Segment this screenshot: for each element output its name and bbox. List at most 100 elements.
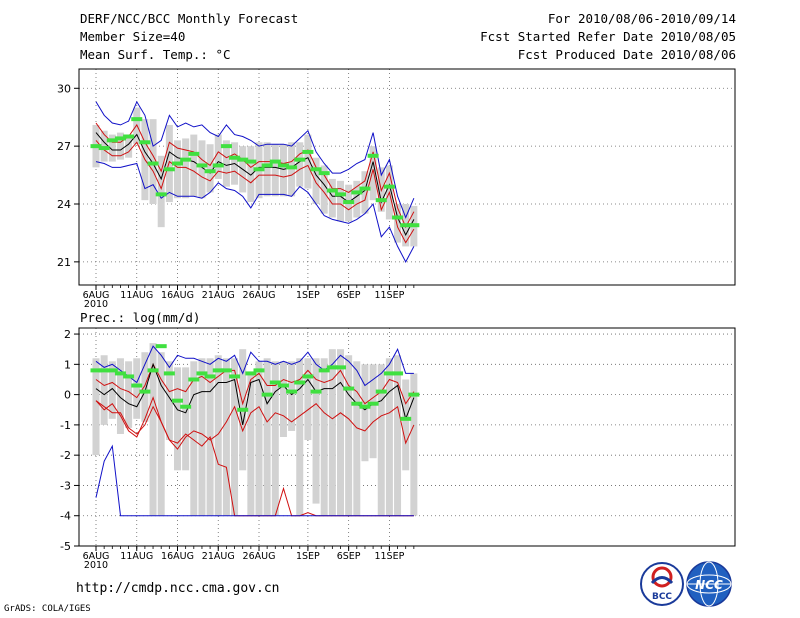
green-marker — [204, 374, 216, 379]
green-marker — [204, 169, 216, 174]
spread-box — [222, 358, 230, 516]
member-size: Member Size=40 — [80, 29, 186, 44]
y-tick-label: -2 — [60, 449, 71, 462]
y-tick-label: -3 — [60, 479, 71, 492]
green-marker — [318, 368, 330, 373]
plot-frame — [78, 327, 736, 547]
green-marker — [114, 136, 126, 141]
spread-box — [337, 349, 344, 516]
green-marker — [383, 184, 395, 189]
bcc-logo: BCC — [640, 562, 684, 606]
spread-box — [247, 373, 255, 516]
x-tick-sublabel: 2010 — [84, 299, 108, 310]
x-tick-label: 1SEP — [296, 551, 320, 562]
green-marker — [269, 159, 281, 164]
spread-box — [312, 358, 320, 504]
spread-box — [157, 352, 165, 516]
y-tick-label: 24 — [57, 198, 71, 211]
spread-box — [296, 142, 304, 187]
green-marker — [392, 371, 404, 376]
spread-box — [174, 367, 181, 471]
green-marker — [277, 383, 289, 388]
x-tick-label: 26AUG — [243, 551, 276, 562]
green-marker — [408, 223, 420, 228]
x-tick-label: 1SEP — [296, 290, 320, 301]
spread-box — [320, 165, 328, 214]
spread-box — [394, 355, 402, 516]
spread-box — [263, 358, 271, 516]
green-marker — [253, 368, 265, 373]
x-tick-label: 6SEP — [337, 290, 361, 301]
spread-box — [133, 358, 141, 419]
green-marker — [359, 186, 371, 191]
spread-box — [353, 180, 361, 218]
green-marker — [326, 188, 338, 193]
green-marker — [106, 138, 118, 143]
spread-box — [198, 358, 206, 516]
precip-title: Prec.: log(mm/d) — [80, 310, 200, 325]
green-marker — [408, 392, 420, 397]
green-marker — [367, 153, 379, 158]
green-marker — [147, 368, 159, 373]
y-tick-label: -1 — [60, 419, 71, 432]
green-marker — [196, 163, 208, 168]
spread-box — [198, 140, 206, 199]
source-url[interactable]: http://cmdp.ncc.cma.gov.cn — [76, 581, 280, 596]
bcc-logo-text: BCC — [652, 592, 672, 602]
green-marker — [343, 200, 355, 205]
green-marker — [375, 389, 387, 394]
spread-box — [377, 364, 385, 516]
ncc-logo: NCC — [686, 561, 732, 607]
ncc-logo-text: NCC — [695, 578, 723, 592]
green-marker — [367, 401, 379, 406]
x-tick-label: 6AUG — [83, 551, 110, 562]
green-marker — [310, 167, 322, 172]
x-tick-label: 11AUG — [120, 290, 153, 301]
chart-title: DERF/NCC/BCC Monthly Forecast — [80, 11, 299, 26]
green-marker — [294, 157, 306, 162]
spread-box — [304, 358, 312, 441]
x-tick-label: 6SEP — [337, 551, 361, 562]
spread-box — [279, 361, 287, 437]
green-marker — [106, 368, 118, 373]
spread-box — [182, 138, 190, 199]
spread-box — [125, 134, 133, 158]
green-marker — [212, 368, 224, 373]
spread-box — [345, 355, 353, 516]
series-ensemble-min — [95, 161, 415, 263]
spread-box — [361, 364, 369, 462]
y-tick-label: 27 — [57, 140, 71, 153]
green-marker — [237, 157, 249, 162]
spread-box — [247, 146, 255, 203]
green-marker — [286, 389, 298, 394]
green-marker — [188, 377, 200, 382]
green-marker — [383, 371, 395, 376]
y-tick-label: 0 — [64, 389, 71, 402]
spread-box — [320, 358, 328, 516]
spread-box — [312, 157, 320, 204]
green-marker — [261, 163, 273, 168]
x-tick-sublabel: 2010 — [84, 560, 108, 571]
green-marker — [294, 380, 306, 385]
green-marker — [229, 374, 241, 379]
green-marker — [196, 371, 208, 376]
green-marker — [229, 155, 241, 160]
green-marker — [343, 386, 355, 391]
green-marker — [400, 416, 412, 421]
green-marker — [139, 140, 151, 145]
green-marker — [131, 117, 143, 122]
green-marker — [318, 171, 330, 176]
y-tick-label: -4 — [60, 510, 71, 523]
x-tick-label: 6AUG — [83, 290, 110, 301]
spread-box — [394, 204, 402, 243]
x-tick-label: 11SEP — [374, 551, 404, 562]
green-marker — [147, 161, 159, 166]
green-marker — [253, 167, 265, 172]
forecast-period: For 2010/08/06-2010/09/14 — [547, 11, 736, 26]
spread-box — [361, 171, 369, 214]
green-marker — [123, 134, 135, 139]
series-ensemble-max — [95, 100, 415, 219]
green-marker — [302, 374, 314, 379]
